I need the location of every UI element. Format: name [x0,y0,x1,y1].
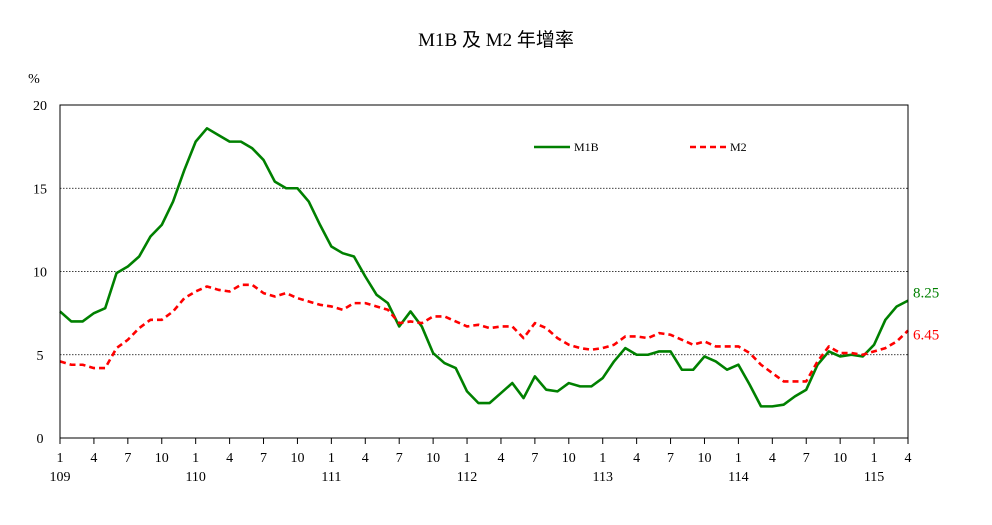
x-tick-label-year: 112 [457,470,477,485]
x-tick-label-month: 10 [697,451,711,466]
x-tick-label-month: 4 [905,451,912,466]
x-tick-label-month: 7 [260,451,267,466]
end-label-m2: 6.45 [913,328,939,344]
end-label-m1b: 8.25 [913,286,939,302]
x-tick-label-month: 1 [871,451,878,466]
x-tick-label-year: 113 [592,470,612,485]
chart-title: M1B 及 M2 年增率 [418,29,574,51]
x-tick-label-month: 4 [226,451,233,466]
legend-label-m2: M2 [730,140,747,154]
x-tick-label-month: 4 [362,451,369,466]
x-tick-label-month: 10 [426,451,440,466]
series-lines [59,127,909,408]
x-tick-label-year: 109 [50,470,71,485]
plot-frame [59,104,909,439]
axes: 0 5 10 15 20 1 4 7 10 1 4 7 10 1 4 7 10 1 4 7 10 1 4 7 10 1 4 7 10 1 4… [33,99,912,485]
end-value-labels: 8.25 6.45 [913,286,939,344]
legend-label-m1b: M1B [574,140,599,154]
x-tick-label-month: 7 [803,451,810,466]
x-tick-label-month: 1 [192,451,199,466]
x-tick-label-year: 114 [728,470,748,485]
gridlines [60,187,908,356]
y-axis-unit-label: % [28,72,40,87]
x-tick-label-month: 10 [562,451,576,466]
y-tick-label: 5 [37,349,44,364]
x-tick-label-month: 10 [290,451,304,466]
x-tick-label-month: 7 [396,451,403,466]
x-tick-label-year: 111 [321,470,341,485]
x-tick-label-month: 4 [769,451,776,466]
x-tick-label-month: 1 [735,451,742,466]
x-tick-label-month: 1 [599,451,606,466]
x-tick-label-month: 4 [497,451,504,466]
y-tick-label: 15 [33,182,47,197]
series-line-m2 [59,283,909,383]
x-tick-label-year: 110 [185,470,205,485]
x-tick-label-month: 10 [833,451,847,466]
x-tick-label-month: 1 [328,451,335,466]
plot-area-border [59,104,909,439]
x-tick-label-month: 7 [531,451,538,466]
x-tick-label-year: 115 [864,470,884,485]
x-tick-label-month: 1 [57,451,64,466]
legend: M1B M2 [534,140,747,154]
y-tick-label: 10 [33,266,47,281]
x-tick-label-month: 4 [90,451,97,466]
x-tick-label-month: 7 [124,451,131,466]
y-tick-label: 0 [37,432,44,447]
x-tick-label-month: 1 [464,451,471,466]
x-tick-label-month: 7 [667,451,674,466]
y-tick-label: 20 [33,99,47,114]
x-tick-label-month: 10 [155,451,169,466]
series-line-m1b [59,127,909,408]
x-tick-label-month: 4 [633,451,640,466]
